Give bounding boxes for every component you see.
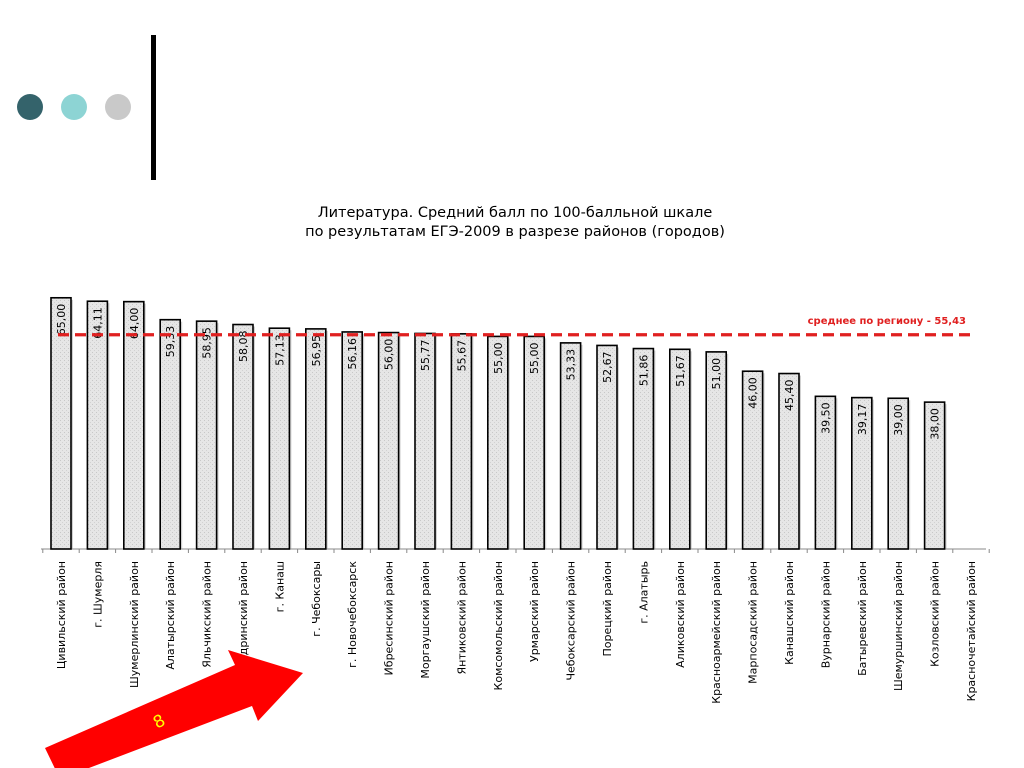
bar-value-label: 58,08	[237, 331, 250, 363]
bar	[50, 296, 72, 550]
bar	[887, 397, 910, 550]
bar-value-label: 45,40	[783, 380, 796, 412]
bar-value-label: 51,67	[674, 355, 687, 387]
bar-value-label: 39,17	[856, 404, 869, 436]
x-tick-label: Чебоксарский район	[565, 561, 578, 681]
decor-dot-dark	[17, 94, 43, 120]
bar	[268, 327, 291, 550]
x-tick-label: Цивильский район	[55, 561, 68, 669]
bar-value-label: 39,50	[819, 402, 832, 434]
pointer-arrow	[45, 650, 303, 768]
x-tick-label: Ибресинский район	[383, 561, 396, 675]
bar-value-label: 55,77	[419, 339, 432, 371]
bar-value-label: 58,95	[201, 327, 214, 359]
x-tick-label: Яльчикский район	[201, 561, 214, 668]
bar	[778, 372, 800, 550]
bar	[523, 335, 546, 550]
bar	[814, 395, 837, 550]
bar-value-label: 56,00	[383, 339, 396, 371]
x-tick-label: Красноармейский район	[710, 561, 723, 704]
bar-value-label: 39,00	[892, 404, 905, 436]
bar-value-label: 55,00	[528, 342, 541, 374]
bar-value-label: 55,00	[492, 342, 505, 374]
x-tick-label: Батыревский район	[856, 561, 869, 676]
bar-value-label: 51,86	[637, 355, 650, 387]
x-tick-label: г. Канаш	[273, 561, 286, 612]
bar-value-label: 56,95	[310, 335, 323, 367]
bar	[86, 300, 109, 550]
bar	[450, 333, 473, 550]
x-tick-label: Моргаушский район	[419, 561, 432, 679]
x-tick-label: Шумерлинский район	[128, 561, 141, 688]
bar	[668, 348, 691, 550]
bar	[341, 331, 364, 550]
bar	[123, 300, 145, 550]
bar	[486, 335, 509, 550]
bar-value-label: 59,33	[164, 326, 177, 358]
decor-dot-gray	[105, 94, 131, 120]
bar	[559, 342, 582, 550]
decor-dot-teal	[61, 94, 87, 120]
bar-value-label: 51,00	[710, 358, 723, 390]
x-tick-label: Янтиковский район	[455, 561, 468, 675]
bar-value-label: 56,16	[346, 338, 359, 370]
bar	[195, 320, 218, 550]
bar	[705, 351, 728, 550]
x-tick-label: Вурнарский район	[819, 561, 832, 668]
bar	[596, 344, 618, 550]
x-tick-label: г. Алатырь	[637, 561, 650, 624]
bar	[632, 347, 655, 550]
bar	[741, 370, 764, 550]
bar-value-label: 53,33	[565, 349, 578, 381]
bar-value-label: 46,00	[747, 377, 760, 409]
bar-value-label: 64,11	[91, 307, 104, 339]
bar-value-label: 52,67	[601, 351, 614, 383]
chart-title-line-1: Литература. Средний балл по 100-балльной…	[317, 205, 713, 221]
bar-value-label: 38,00	[929, 408, 942, 440]
bar	[850, 396, 873, 550]
x-tick-label: Порецкий район	[601, 561, 614, 656]
x-tick-label: г. Чебоксары	[310, 561, 323, 637]
decor-vertical-bar	[151, 35, 156, 180]
x-tick-label: Комсомольский район	[492, 561, 505, 690]
bar	[159, 318, 181, 550]
bar	[377, 331, 400, 550]
bar	[232, 323, 254, 550]
x-tick-label: г. Шумерля	[91, 561, 104, 628]
average-reference-label: среднее по региону - 55,43	[808, 316, 966, 327]
bar-value-label: 57,13	[273, 334, 286, 366]
chart-title-line-2: по результатам ЕГЭ-2009 в разрезе районо…	[305, 224, 725, 240]
x-tick-label: Шемуршинский район	[892, 561, 905, 691]
bar-value-label: 65,00	[55, 304, 68, 336]
bar-value-label: 64,00	[128, 308, 141, 340]
x-tick-label: Марпосадский район	[747, 561, 760, 684]
bar	[304, 328, 327, 550]
bar-value-label: 55,67	[455, 340, 468, 372]
x-tick-label: Ядринский район	[237, 561, 250, 663]
x-tick-label: Алатырский район	[164, 561, 177, 670]
bar	[923, 401, 946, 550]
x-tick-label: Канашский район	[783, 561, 796, 665]
x-tick-label: Урмарский район	[528, 561, 541, 662]
x-tick-label: Красночетайский район	[965, 561, 978, 701]
chart-title: Литература. Средний балл по 100-балльной…	[200, 204, 830, 242]
x-tick-label: г. Новочебоксарск	[346, 561, 359, 668]
x-tick-label: Аликовский район	[674, 561, 687, 668]
x-tick-label: Козловский район	[929, 561, 942, 667]
